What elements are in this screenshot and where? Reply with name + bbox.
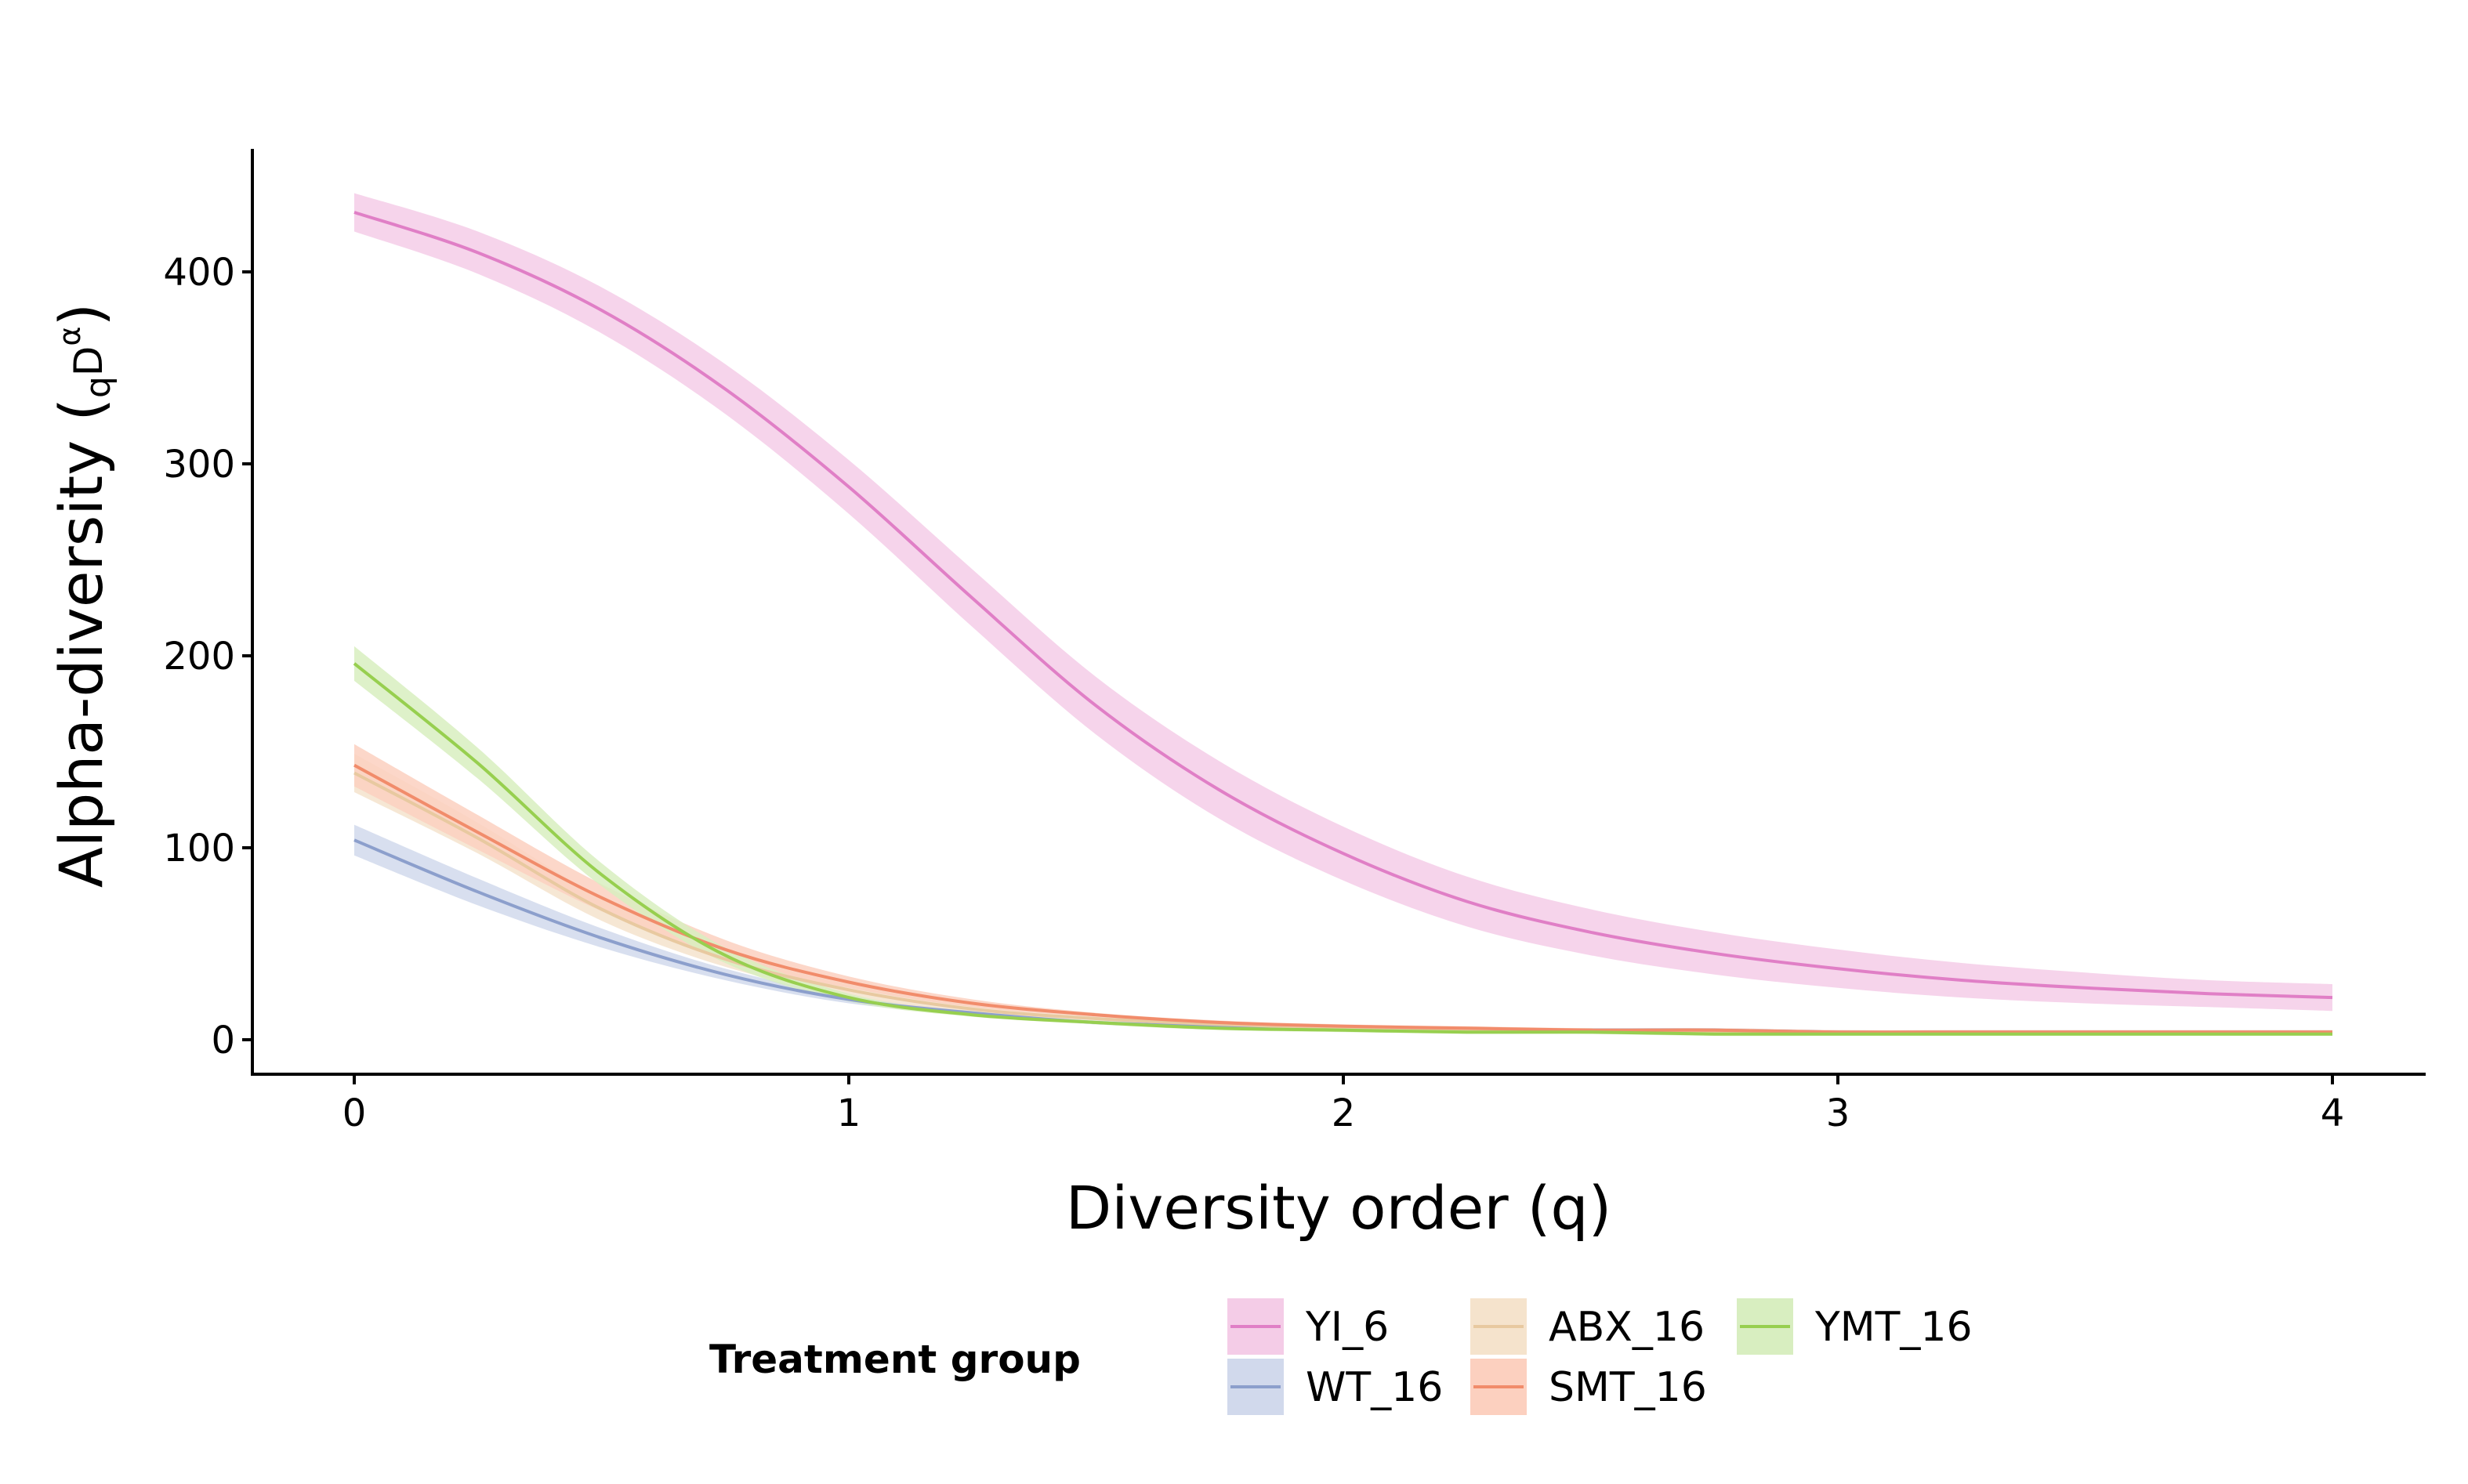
y-tick-label: 0 — [211, 1019, 235, 1062]
legend-label-abx-16: ABX_16 — [1549, 1304, 1705, 1351]
legend: Treatment group YI_6 WT_16 ABX_16 SMT_16 YMT… — [709, 1298, 1973, 1415]
x-axis-title: Diversity order (q) — [1066, 1173, 1612, 1243]
x-tick-label: 2 — [1332, 1091, 1356, 1135]
y-axis-title-sub: q — [78, 376, 118, 398]
legend-label-ymt-16: YMT_16 — [1814, 1304, 1973, 1351]
legend-item-abx-16: ABX_16 — [1470, 1298, 1705, 1355]
y-axis-title: Alpha-diversity (qDα) — [46, 303, 118, 888]
band-yi-6 — [354, 193, 2332, 1012]
legend-item-wt-16: WT_16 — [1227, 1359, 1443, 1415]
legend-item-ymt-16: YMT_16 — [1737, 1298, 1973, 1355]
y-tick-label: 400 — [163, 251, 235, 295]
series-lines — [353, 211, 2333, 1036]
legend-label-wt-16: WT_16 — [1306, 1364, 1443, 1411]
legend-label-yi-6: YI_6 — [1305, 1304, 1389, 1351]
legend-items: YI_6 WT_16 ABX_16 SMT_16 YMT_16 — [1227, 1298, 1973, 1415]
y-tick-label: 100 — [163, 827, 235, 870]
x-tick-label: 1 — [837, 1091, 861, 1135]
x-tick-label: 4 — [2321, 1091, 2345, 1135]
y-axis-title-sup: α — [53, 326, 87, 346]
y-ticks: 0 100 200 300 400 — [163, 251, 252, 1062]
y-axis-title-base: D — [66, 346, 111, 377]
legend-item-yi-6: YI_6 — [1227, 1298, 1389, 1355]
x-tick-label: 0 — [342, 1091, 367, 1135]
confidence-bands — [354, 193, 2332, 1037]
legend-title: Treatment group — [709, 1337, 1081, 1382]
y-tick-label: 300 — [163, 443, 235, 487]
x-tick-label: 3 — [1826, 1091, 1850, 1135]
line-smt-16 — [353, 763, 2332, 1034]
legend-item-smt-16: SMT_16 — [1470, 1359, 1707, 1415]
y-axis-title-main: Alpha-diversity ( — [46, 398, 116, 888]
legend-label-smt-16: SMT_16 — [1549, 1364, 1707, 1411]
line-yi-6 — [353, 211, 2333, 1000]
y-axis-title-close: ) — [46, 303, 116, 327]
line-ymt-16 — [353, 662, 2332, 1036]
y-tick-label: 200 — [163, 635, 235, 679]
axes — [251, 149, 2426, 1076]
x-ticks: 0 1 2 3 4 — [342, 1074, 2345, 1135]
